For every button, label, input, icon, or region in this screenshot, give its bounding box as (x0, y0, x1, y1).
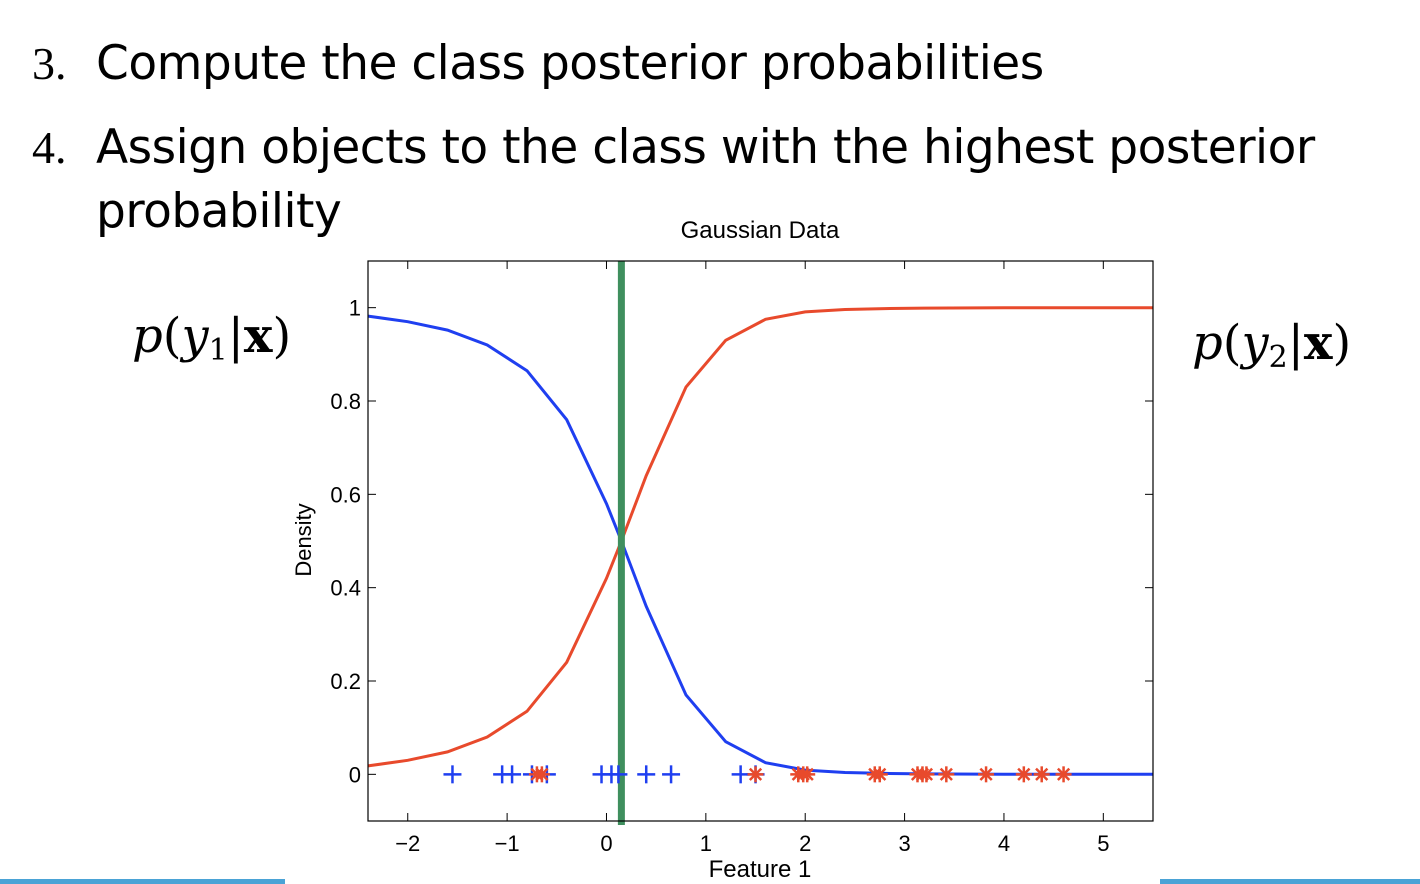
data-point-class1 (662, 765, 681, 784)
math-x: x (1303, 315, 1333, 371)
star-marker-stroke (873, 767, 887, 781)
posterior-label-class1: p(y1|x) (132, 308, 292, 368)
data-point-class2 (533, 766, 550, 783)
y-tick-label: 0 (349, 762, 361, 787)
star-marker-stroke (939, 767, 953, 781)
math-y: y (1241, 315, 1269, 371)
y-tick-label: 0.4 (330, 576, 361, 601)
chart-title: Gaussian Data (681, 217, 840, 244)
data-point-class2 (978, 766, 995, 783)
data-point-class1 (443, 765, 462, 784)
x-tick-label: 3 (898, 831, 910, 856)
chart-points (443, 765, 1072, 784)
x-tick-label: 0 (600, 831, 612, 856)
x-tick-label: −1 (495, 831, 520, 856)
star-marker-stroke (919, 767, 934, 781)
data-point-class2 (1055, 766, 1072, 783)
series-line-class1 (367, 314, 1153, 776)
x-tick-label: 1 (700, 831, 712, 856)
y-tick-label: 0.8 (330, 389, 361, 414)
star-marker-stroke (1056, 767, 1071, 781)
list-item-3: 3. Compute the class posterior probabilit… (32, 34, 1044, 92)
math-subscript: 1 (208, 333, 228, 368)
list-item-text: Assign objects to the class with the hig… (96, 120, 1315, 175)
chart-series (367, 261, 1153, 825)
star-marker-stroke (748, 767, 763, 781)
x-tick-label: 5 (1097, 831, 1109, 856)
list-item-text: Compute the class posterior probabilitie… (96, 36, 1044, 91)
data-point-class2 (799, 766, 816, 783)
list-item-4-continuation: probability (96, 184, 342, 239)
y-tick-label: 0.2 (330, 669, 361, 694)
x-axis-label: Feature 1 (709, 856, 812, 883)
footer-accent-line (0, 879, 285, 884)
data-point-class2 (938, 766, 955, 783)
data-point-class2 (1033, 766, 1050, 783)
posterior-label-class2: p(y2|x) (1192, 315, 1352, 375)
star-marker-stroke (1035, 767, 1049, 781)
x-tick-label: −2 (395, 831, 420, 856)
math-p: p (132, 308, 163, 364)
plot-frame (367, 260, 1154, 822)
data-point-class1 (637, 765, 656, 784)
data-point-class2 (918, 766, 935, 783)
list-item-4: 4. Assign objects to the class with the h… (32, 118, 1315, 176)
y-axis-label: Density (291, 503, 316, 576)
math-x: x (243, 308, 273, 364)
star-marker-stroke (979, 767, 993, 781)
data-point-class2 (1015, 766, 1032, 783)
y-tick-label: 1 (349, 296, 361, 321)
math-y: y (181, 308, 209, 364)
x-tick-label: 4 (998, 831, 1010, 856)
data-point-class1 (609, 765, 628, 784)
data-point-class2 (747, 766, 764, 783)
chart-ticks: −2 −1 0 1 2 3 4 5 0 0.2 0.4 0.6 0.8 1 (330, 261, 1153, 856)
x-tick-label: 2 (799, 831, 811, 856)
data-point-class2 (871, 766, 888, 783)
math-p: p (1192, 315, 1223, 371)
footer-accent-line (1160, 879, 1420, 884)
list-item-number: 3. (32, 38, 67, 89)
math-subscript: 2 (1268, 340, 1288, 375)
star-marker-stroke (535, 767, 549, 781)
star-marker-stroke (1017, 767, 1031, 781)
series-line-class2 (367, 306, 1153, 768)
star-marker-stroke (800, 767, 814, 781)
data-point-class1 (503, 765, 522, 784)
list-item-number: 4. (32, 122, 67, 173)
y-tick-label: 0.6 (330, 482, 361, 507)
